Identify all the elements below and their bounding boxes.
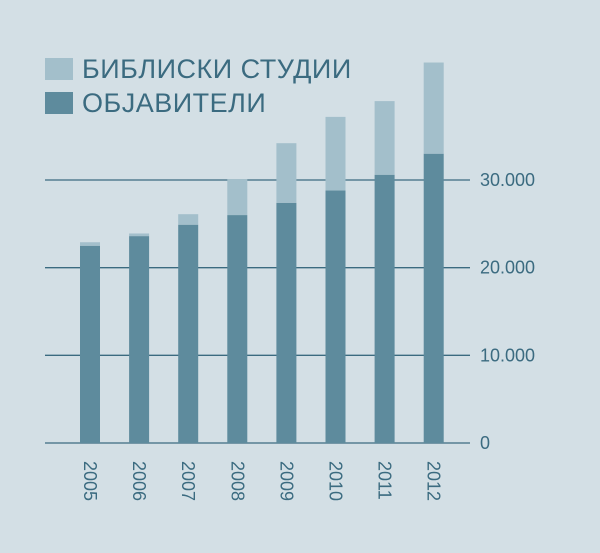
legend-label-studies: БИБЛИСКИ СТУДИИ xyxy=(82,54,352,84)
bar-bible-studies xyxy=(374,101,395,175)
bar-publishers xyxy=(374,174,395,444)
x-category-label: 2011 xyxy=(375,461,395,500)
bar-bible-studies xyxy=(80,242,100,246)
x-category-label: 2008 xyxy=(227,461,247,501)
bar-bible-studies xyxy=(227,179,248,216)
bar-bible-studies xyxy=(129,233,150,237)
bar-publishers xyxy=(80,245,100,443)
x-category-label: 2010 xyxy=(326,461,346,501)
bar-bible-studies xyxy=(423,62,444,154)
bar-publishers xyxy=(423,153,444,443)
x-category-label: 2009 xyxy=(276,461,296,501)
bar-publishers xyxy=(178,224,199,443)
x-category-label: 2012 xyxy=(424,461,444,501)
bar-bible-studies xyxy=(276,143,297,203)
bar-publishers xyxy=(129,236,150,443)
bars xyxy=(80,62,444,444)
y-tick-label: 20.000 xyxy=(480,258,535,278)
bar-bible-studies xyxy=(325,116,346,191)
legend-label-publishers: ОБЈАВИТЕЛИ xyxy=(82,88,266,118)
legend-swatch-publishers xyxy=(45,92,73,114)
x-category-label: 2006 xyxy=(129,461,149,501)
legend: БИБЛИСКИ СТУДИИ ОБЈАВИТЕЛИ xyxy=(45,54,352,118)
y-tick-label: 0 xyxy=(480,433,490,453)
y-tick-label: 30.000 xyxy=(480,170,535,190)
bar-publishers xyxy=(325,190,346,443)
bar-bible-studies xyxy=(178,214,199,225)
bar-publishers xyxy=(276,202,297,443)
legend-swatch-studies xyxy=(45,58,73,80)
y-axis-ticks: 0 10.000 20.000 30.000 xyxy=(480,170,535,453)
gridlines xyxy=(45,179,470,444)
bar-publishers xyxy=(227,215,248,443)
x-category-label: 2005 xyxy=(80,461,100,501)
x-category-label: 2007 xyxy=(178,461,198,501)
y-tick-label: 10.000 xyxy=(480,345,535,365)
x-axis-categories: 2005 2006 2007 2008 2009 2010 2011 2012 xyxy=(80,461,444,501)
